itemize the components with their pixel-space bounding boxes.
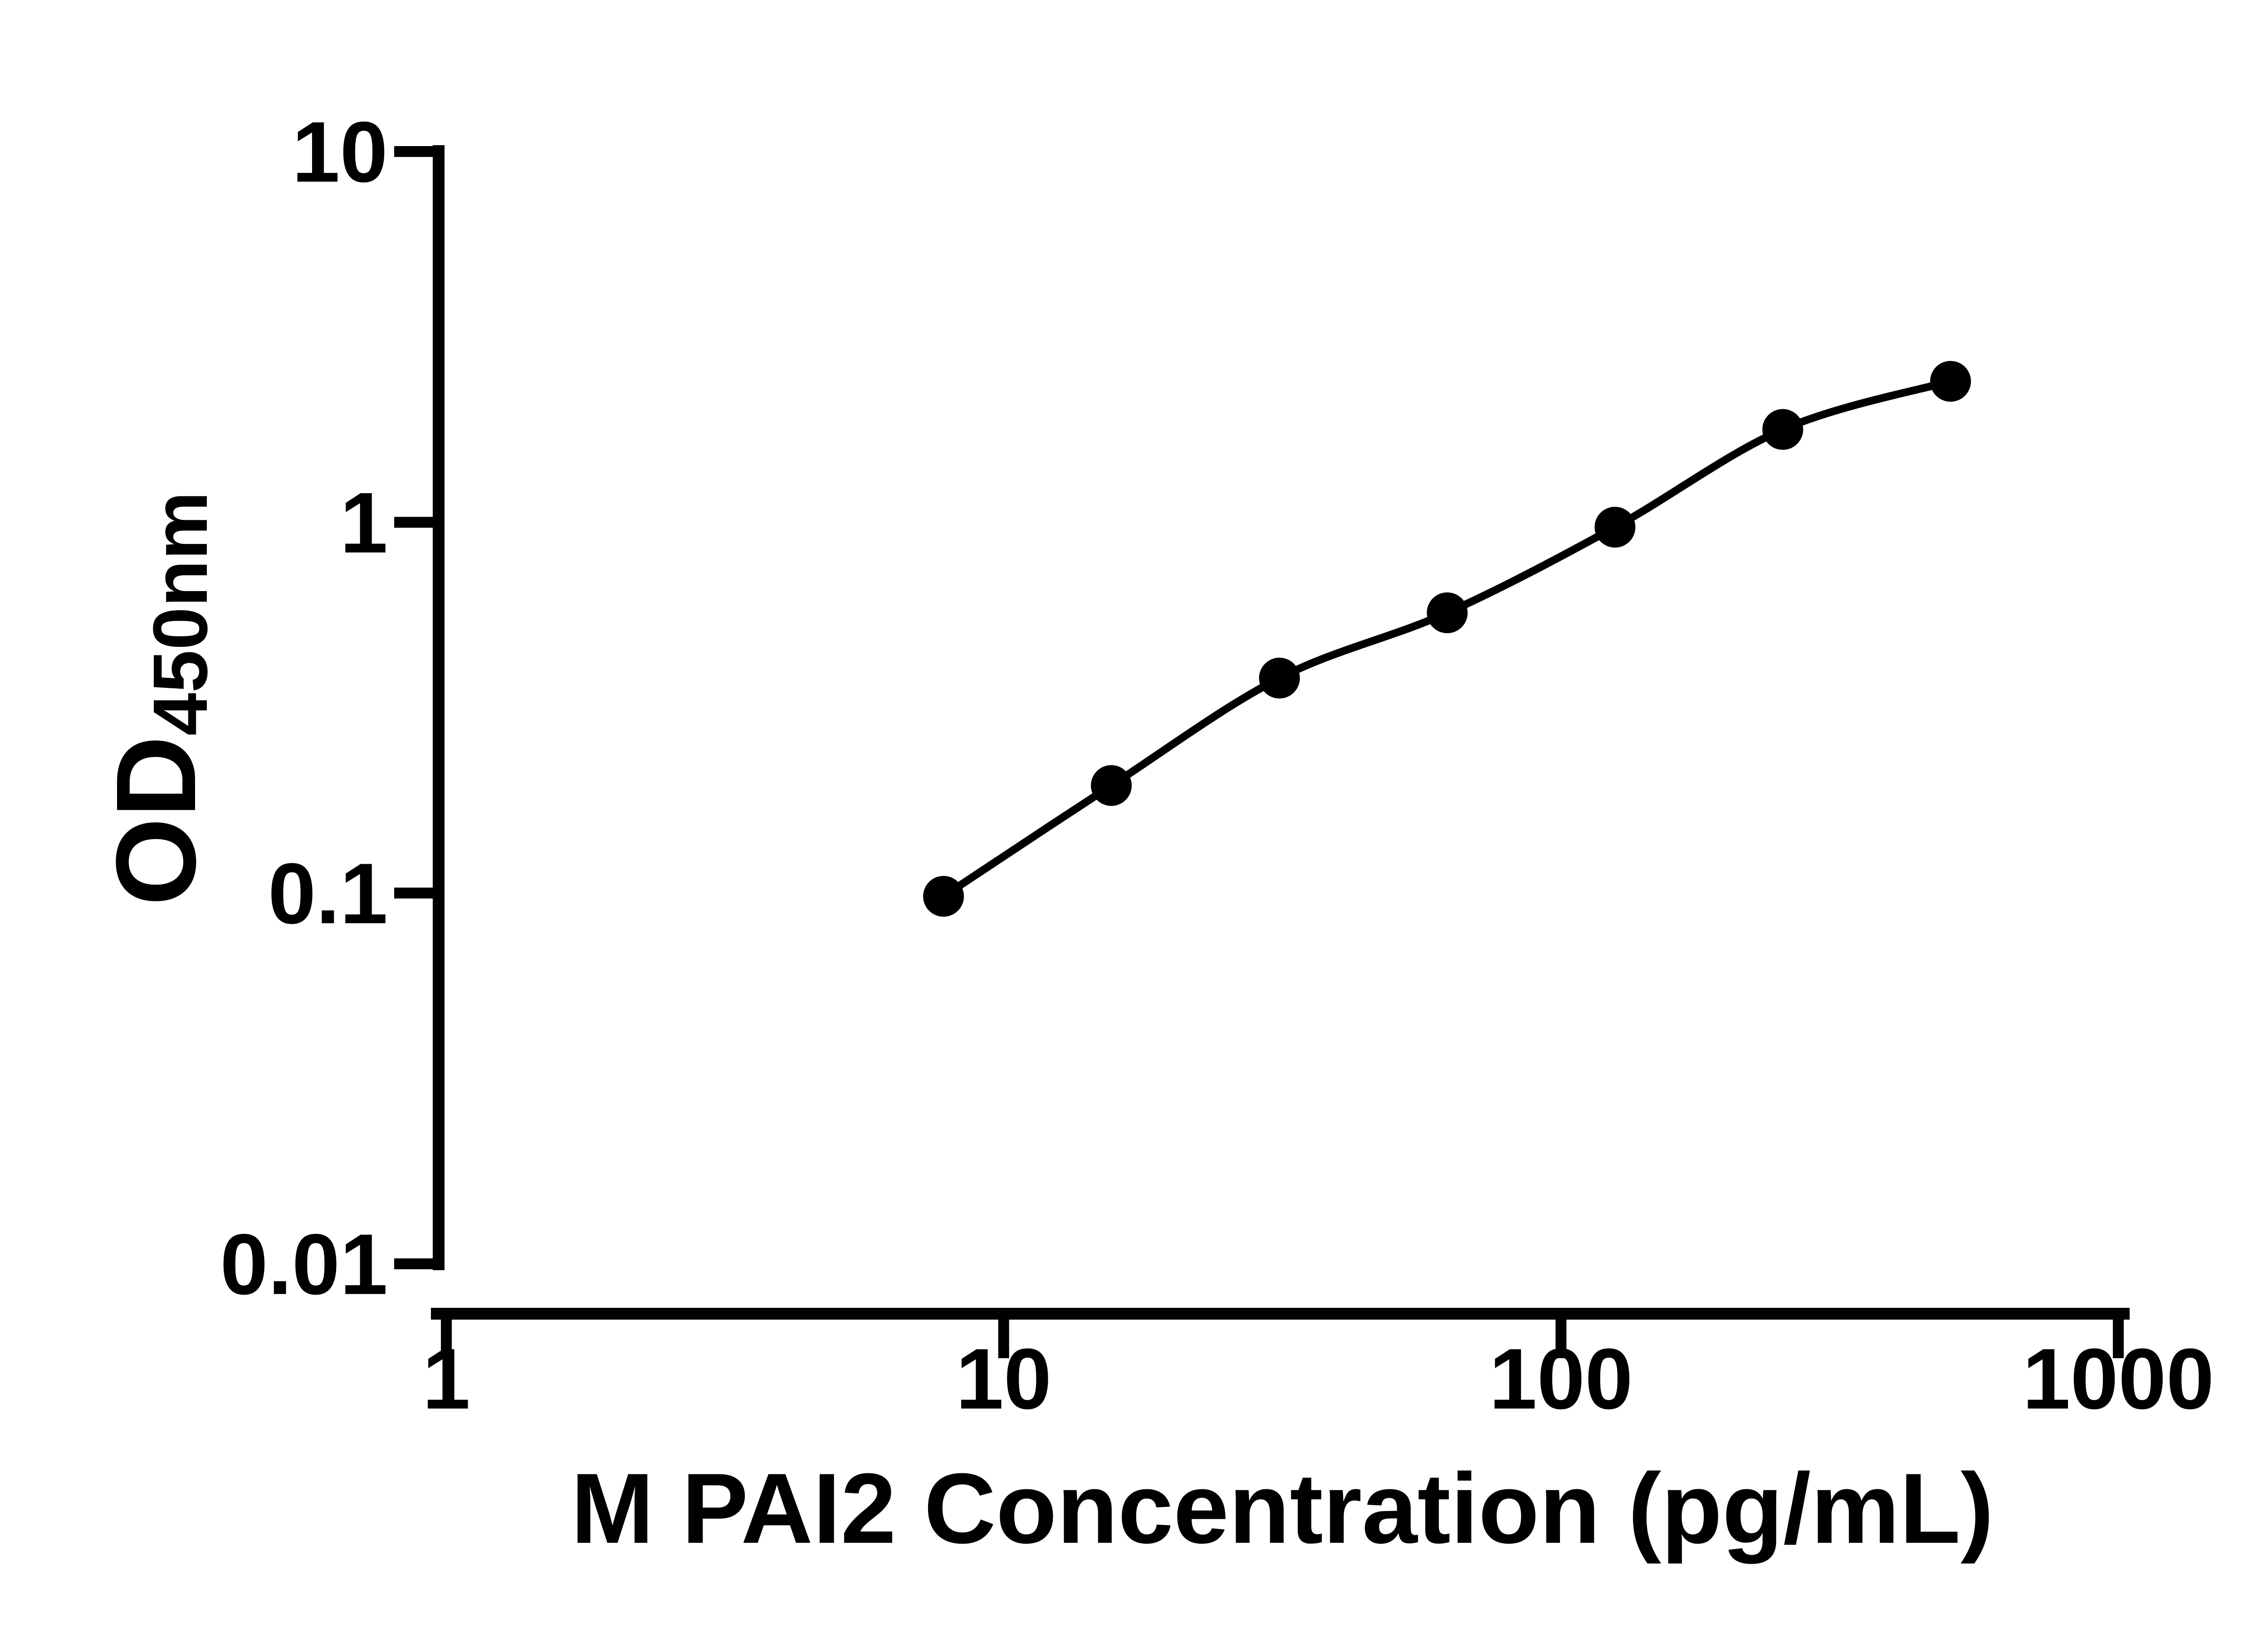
y-axis-title: OD450nm — [93, 491, 224, 906]
data-point — [1594, 507, 1636, 548]
x-axis-title: M PAI2 Concentration (pg/mL) — [571, 1453, 1994, 1564]
x-axis-tick-label: 10 — [956, 1331, 1051, 1427]
data-point — [1259, 657, 1300, 699]
data-point — [1762, 409, 1804, 450]
y-axis-title-subscript: 450nm — [137, 491, 224, 736]
y-axis-tick-label: 0.01 — [220, 1217, 388, 1313]
y-axis-title-main: OD — [93, 735, 219, 906]
y-axis-tick-label: 0.1 — [268, 846, 388, 942]
y-axis-tick-label: 10 — [292, 104, 388, 201]
fit-curve — [941, 377, 1952, 900]
y-axis-tick-label: 1 — [340, 475, 388, 571]
x-axis-tick-label: 1000 — [2023, 1331, 2214, 1427]
data-point — [923, 876, 964, 917]
data-point — [1427, 592, 1468, 633]
x-axis-tick-label: 100 — [1489, 1331, 1633, 1427]
data-point — [1930, 361, 1971, 402]
data-point — [1090, 765, 1132, 806]
x-axis-tick-label: 1 — [422, 1331, 470, 1427]
